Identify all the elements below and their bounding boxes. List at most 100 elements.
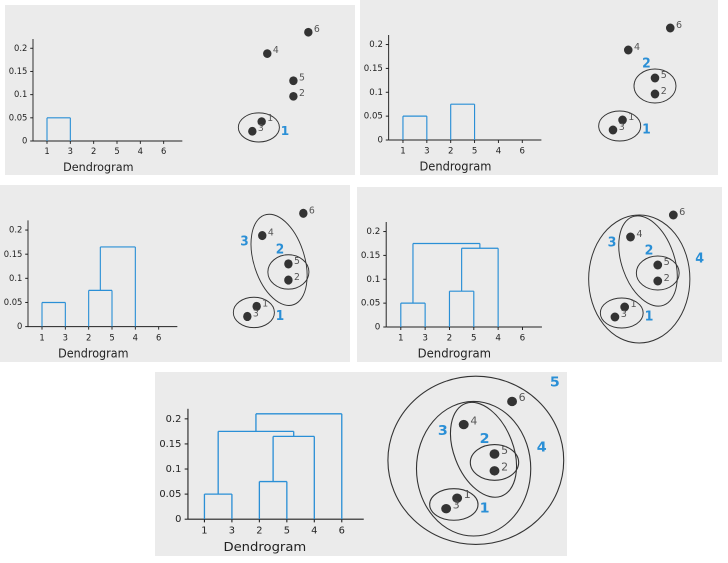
point-label: 5 [294, 256, 300, 267]
y-tick-label: 0.1 [9, 274, 22, 284]
point-label: 4 [636, 229, 642, 240]
cluster-label: 2 [642, 55, 651, 70]
cluster-label: 3 [608, 235, 617, 250]
point-label: 6 [519, 391, 526, 404]
x-tick-label: 5 [284, 526, 290, 537]
cluster-label: 3 [240, 233, 248, 249]
cluster-label: 1 [642, 121, 651, 136]
point-label: 1 [464, 488, 471, 501]
x-tick-label: 6 [520, 146, 526, 156]
y-tick-label: 0.05 [4, 298, 23, 308]
point [258, 231, 267, 241]
cluster-label: 1 [281, 124, 289, 138]
point-label: 2 [501, 461, 508, 474]
cluster-outline [635, 255, 680, 291]
cluster-outline [598, 110, 642, 142]
point [668, 210, 678, 220]
point [263, 49, 272, 58]
cluster-label: 3 [438, 423, 448, 439]
x-tick-label: 2 [447, 333, 453, 343]
point [653, 276, 663, 286]
x-tick-label: 4 [311, 526, 317, 537]
y-tick-label: 0.1 [166, 464, 182, 475]
x-tick-label: 4 [138, 147, 143, 157]
point [257, 117, 266, 126]
cluster-outline [449, 401, 518, 498]
y-tick-label: 0 [175, 514, 181, 525]
cluster-outline [415, 400, 532, 537]
point [458, 419, 469, 430]
point-label: 1 [267, 113, 273, 124]
cluster-outline [588, 214, 691, 344]
point [489, 466, 500, 476]
x-tick-label: 2 [91, 147, 96, 157]
point-label: 6 [676, 20, 682, 31]
y-tick-label: 0 [375, 322, 381, 332]
x-tick-label: 5 [472, 146, 477, 156]
cluster-outline [387, 375, 565, 545]
point [626, 232, 635, 242]
cluster-outline [232, 296, 275, 329]
x-tick-label: 2 [256, 526, 262, 537]
y-tick-label: 0.05 [364, 112, 383, 122]
cluster-outline [599, 297, 644, 329]
x-tick-label: 4 [495, 333, 501, 343]
x-axis-label: Dendrogram [58, 346, 128, 361]
y-tick-label: 0.1 [369, 88, 383, 98]
y-tick-label: 0.2 [369, 40, 383, 50]
y-tick-label: 0 [17, 322, 22, 332]
cluster-label: 2 [480, 431, 490, 447]
point-label: 4 [273, 45, 279, 56]
point-label: 3 [253, 308, 259, 319]
cluster-label: 4 [537, 440, 547, 456]
point [304, 27, 313, 37]
point-label: 3 [619, 122, 625, 133]
cluster-label: 2 [276, 241, 284, 257]
point [248, 126, 257, 136]
x-tick-label: 3 [63, 333, 68, 343]
panel: 00.050.10.150.21 3 2 5 4 6Dendrogram123451234… [155, 372, 567, 556]
point [452, 493, 463, 503]
x-tick-label: 5 [109, 333, 114, 343]
y-tick-label: 0.15 [4, 250, 23, 260]
y-tick-label: 0.2 [14, 44, 27, 54]
x-tick-label: 1 [400, 146, 405, 156]
cluster-label: 1 [480, 501, 490, 517]
point [289, 91, 298, 101]
x-tick-label: 4 [133, 333, 139, 343]
point [653, 260, 663, 270]
point [284, 275, 293, 285]
point [620, 302, 630, 312]
x-tick-label: 2 [86, 333, 91, 343]
y-tick-label: 0.15 [9, 67, 28, 77]
point-label: 6 [679, 207, 685, 218]
point-label: 2 [664, 273, 670, 284]
point [665, 23, 675, 33]
x-tick-label: 1 [39, 333, 44, 343]
point-label: 5 [664, 257, 670, 268]
x-axis-label: Dendrogram [223, 540, 306, 555]
x-tick-label: 6 [161, 147, 166, 157]
y-tick-label: 0.2 [366, 227, 380, 237]
point [289, 76, 298, 86]
cluster-label: 1 [645, 309, 654, 324]
x-axis-label: Dendrogram [418, 346, 491, 360]
point-label: 4 [268, 227, 274, 238]
y-tick-label: 0.05 [361, 299, 380, 309]
point [299, 208, 308, 218]
x-tick-label: 5 [471, 333, 477, 343]
point [623, 45, 633, 55]
point-label: 4 [470, 415, 477, 428]
point-label: 6 [309, 205, 315, 216]
y-tick-label: 0.05 [9, 113, 28, 123]
point [618, 115, 627, 125]
point-label: 1 [628, 112, 634, 123]
x-tick-label: 6 [339, 526, 345, 537]
point-label: 5 [501, 444, 508, 457]
point [650, 89, 660, 99]
x-tick-label: 3 [68, 147, 73, 157]
point-label: 3 [453, 499, 460, 512]
